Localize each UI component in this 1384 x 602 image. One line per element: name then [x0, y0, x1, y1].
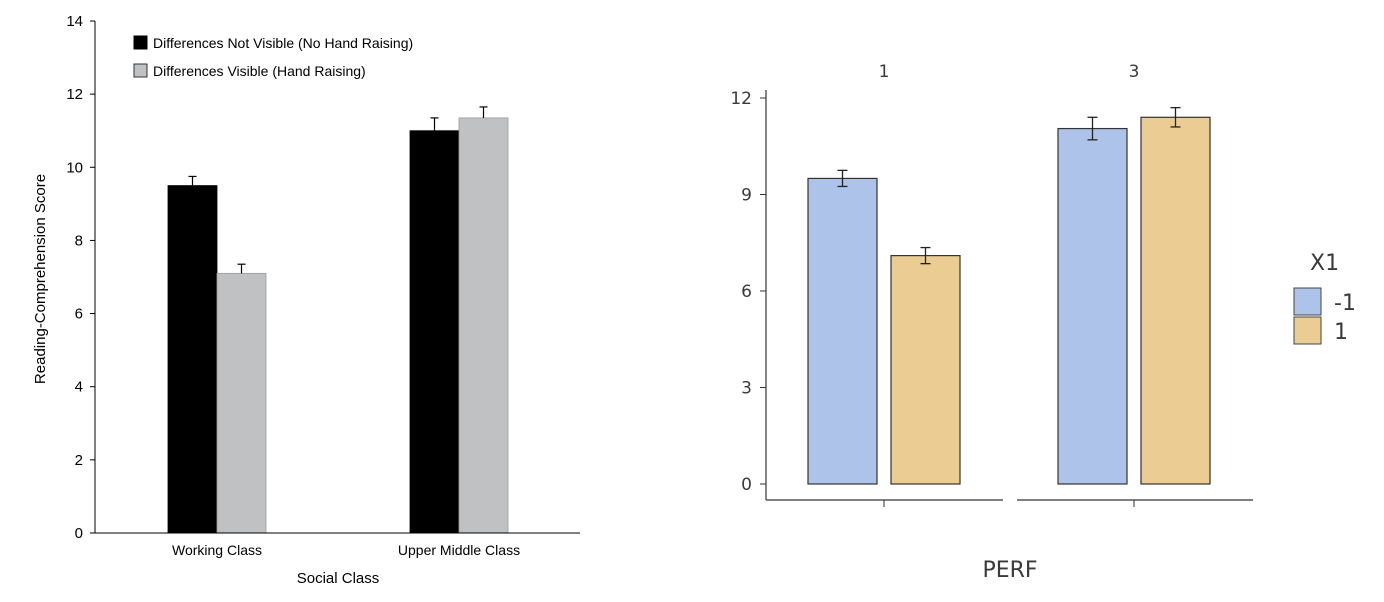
left-y-tick-label: 0	[75, 525, 83, 542]
facet-label-3: 3	[1129, 62, 1140, 82]
left-bars-group	[167, 106, 509, 534]
bar-perf-1-x1-1	[807, 177, 878, 485]
legend-swatch-not-visible	[133, 35, 148, 50]
right-chart: 1 3 0 3 6 9 12 PERF X1 -1 1	[730, 62, 1356, 583]
right-x-axis-label: PERF	[982, 558, 1037, 583]
right-bars-group	[807, 107, 1211, 485]
left-x-tick-label: Working Class	[172, 542, 262, 558]
left-y-axis-label: Reading-Comprehension Score	[32, 174, 49, 384]
left-y-tick-label: 2	[75, 452, 83, 469]
bar-working-class-visible	[216, 272, 267, 534]
left-y-tick-label: 10	[66, 159, 83, 176]
left-y-tick-label: 8	[75, 232, 83, 249]
legend-label-visible: Differences Visible (Hand Raising)	[153, 63, 366, 79]
bar-upper-middle-class-visible	[458, 117, 509, 534]
legend-title: X1	[1310, 251, 1339, 276]
left-legend: Differences Not Visible (No Hand Raising…	[133, 35, 413, 79]
bar-working-class-not-visible	[167, 185, 218, 534]
bar-perf-3-x1-1	[1057, 127, 1128, 485]
right-y-tick-label: 9	[741, 186, 752, 206]
facet-label-1: 1	[879, 62, 890, 82]
legend-swatch-neg1	[1293, 287, 1322, 316]
right-y-tick-label: 12	[730, 89, 752, 109]
left-y-tick-label: 4	[75, 379, 83, 396]
left-y-tick-label: 6	[75, 306, 83, 323]
legend-label-not-visible: Differences Not Visible (No Hand Raising…	[153, 35, 413, 51]
left-chart: 0 2 4 6 8 10 12 14 Working Class Upper Middle Cla…	[32, 13, 580, 587]
left-y-tick-label: 14	[66, 13, 83, 30]
legend-label-neg1: -1	[1334, 291, 1356, 316]
left-axes: 0 2 4 6 8 10 12 14 Working Class Upper Middle Cla…	[66, 13, 580, 558]
legend-label-1: 1	[1334, 320, 1348, 345]
left-x-tick-label: Upper Middle Class	[398, 542, 520, 558]
bar-upper-middle-class-not-visible	[409, 130, 460, 534]
bar-perf-3-x1-1	[1140, 116, 1211, 485]
left-y-tick-label: 12	[66, 86, 83, 103]
legend-swatch-1	[1293, 316, 1322, 345]
right-axes: 0 3 6 9 12	[730, 89, 1253, 507]
bar-perf-1-x1-1	[890, 255, 961, 485]
left-x-axis-label: Social Class	[297, 570, 380, 587]
right-legend: X1 -1 1	[1293, 251, 1356, 345]
right-facet-labels: 1 3	[879, 62, 1140, 82]
right-y-tick-label: 0	[741, 475, 752, 495]
right-y-tick-label: 3	[741, 379, 752, 399]
right-y-tick-label: 6	[741, 282, 752, 302]
legend-swatch-visible	[133, 63, 148, 78]
